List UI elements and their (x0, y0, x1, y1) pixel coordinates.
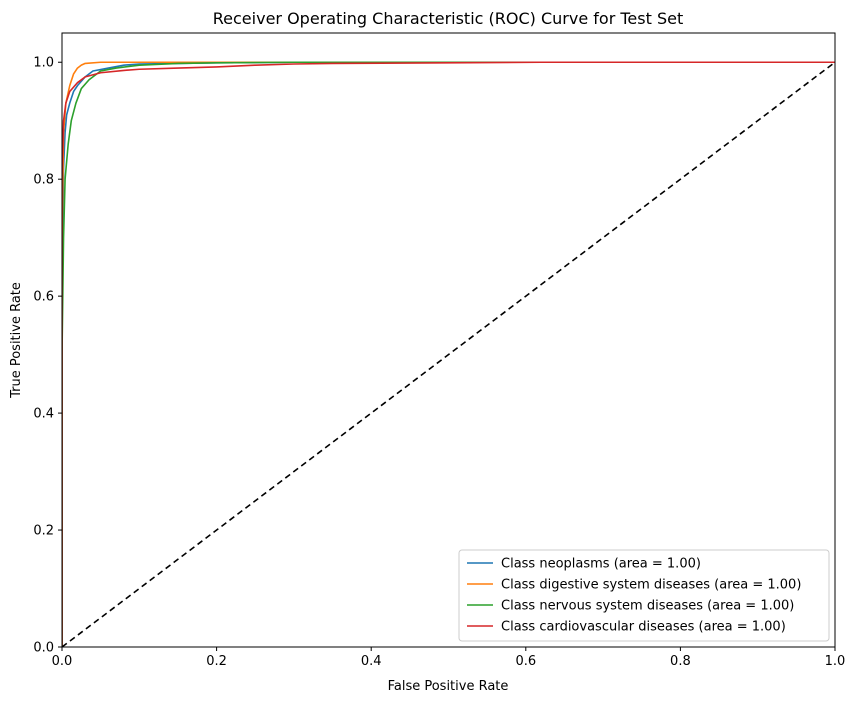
legend-label: Class neoplasms (area = 1.00) (501, 557, 701, 572)
legend-label: Class digestive system diseases (area = … (501, 578, 801, 593)
chart-title: Receiver Operating Characteristic (ROC) … (213, 9, 683, 28)
legend: Class neoplasms (area = 1.00) Class diges… (458, 549, 830, 642)
x-tick-label: 0.0 (52, 654, 73, 669)
series-line-3 (62, 61, 835, 647)
plot-area (62, 61, 835, 647)
legend-label: Class cardiovascular diseases (area = 1.… (501, 620, 786, 635)
y-tick-label: 0.0 (33, 641, 54, 656)
legend-box (458, 549, 830, 642)
x-tick-label: 0.2 (206, 654, 227, 669)
y-axis-label: True Positive Rate (9, 282, 24, 399)
y-tick-label: 0.2 (33, 524, 54, 539)
series-line-2 (62, 61, 835, 647)
y-tick-label: 0.8 (33, 173, 54, 188)
x-tick-label: 0.4 (361, 654, 382, 669)
plot-frame (61, 32, 836, 648)
x-axis-label: False Positive Rate (388, 679, 509, 694)
y-axis: 0.0 0.2 0.4 0.6 0.8 1.0 (33, 56, 62, 656)
legend-label: Class nervous system diseases (area = 1.… (501, 599, 794, 614)
y-tick-label: 1.0 (33, 56, 54, 71)
x-tick-label: 1.0 (825, 654, 846, 669)
reference-line (62, 61, 835, 647)
x-tick-label: 0.8 (670, 654, 691, 669)
x-axis: 0.0 0.2 0.4 0.6 0.8 1.0 (52, 647, 846, 669)
x-tick-label: 0.6 (515, 654, 536, 669)
y-tick-label: 0.6 (33, 290, 54, 305)
y-tick-label: 0.4 (33, 407, 54, 422)
